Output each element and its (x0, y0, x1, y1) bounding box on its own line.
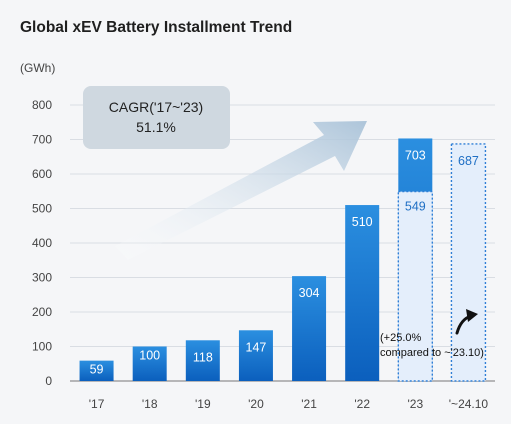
cagr-value: 51.1% (136, 119, 176, 135)
bar (132, 346, 167, 381)
value-label: 100 (139, 349, 160, 363)
trend-arrow-icon (115, 121, 367, 260)
y-tick-label: 0 (45, 374, 52, 388)
y-tick-label: 700 (32, 133, 52, 147)
cagr-title: CAGR('17~'23) (109, 99, 203, 115)
value-label: 59 (90, 363, 104, 377)
x-tick-label: '21 (301, 397, 317, 411)
bar (292, 276, 327, 381)
bar (238, 330, 273, 381)
x-tick-label: '22 (354, 397, 370, 411)
y-axis-unit: (GWh) (20, 61, 56, 75)
value-label: 118 (193, 350, 213, 364)
y-tick-label: 500 (32, 202, 52, 216)
bar (79, 360, 114, 381)
bar (185, 340, 220, 381)
y-tick-label: 800 (32, 98, 52, 112)
x-tick-label: '~24.10 (449, 397, 489, 411)
growth-note-line1: (+25.0% (380, 332, 421, 344)
y-tick-label: 300 (32, 271, 52, 285)
comparison-bar (397, 190, 434, 382)
value-label: 703 (405, 148, 426, 162)
growth-note-line2: compared to ~'23.10) (380, 347, 484, 359)
value-label: 304 (299, 286, 320, 300)
value-label: 687 (458, 154, 479, 168)
ytd-bar (450, 143, 487, 382)
y-tick-label: 600 (32, 167, 52, 181)
chart-title: Global xEV Battery Installment Trend (20, 19, 293, 36)
x-tick-label: '18 (142, 397, 158, 411)
x-tick-label: '23 (407, 397, 423, 411)
y-tick-label: 100 (32, 340, 52, 354)
value-label: 147 (246, 340, 267, 354)
x-tick-label: '19 (195, 397, 211, 411)
y-tick-label: 400 (32, 236, 52, 250)
value-label: 549 (405, 200, 426, 214)
cagr-box (83, 86, 230, 149)
value-label: 510 (352, 215, 373, 229)
x-tick-label: '20 (248, 397, 264, 411)
curved-up-arrow-icon (455, 309, 478, 335)
y-tick-label: 200 (32, 305, 52, 319)
bar (345, 205, 380, 381)
x-tick-label: '17 (89, 397, 105, 411)
